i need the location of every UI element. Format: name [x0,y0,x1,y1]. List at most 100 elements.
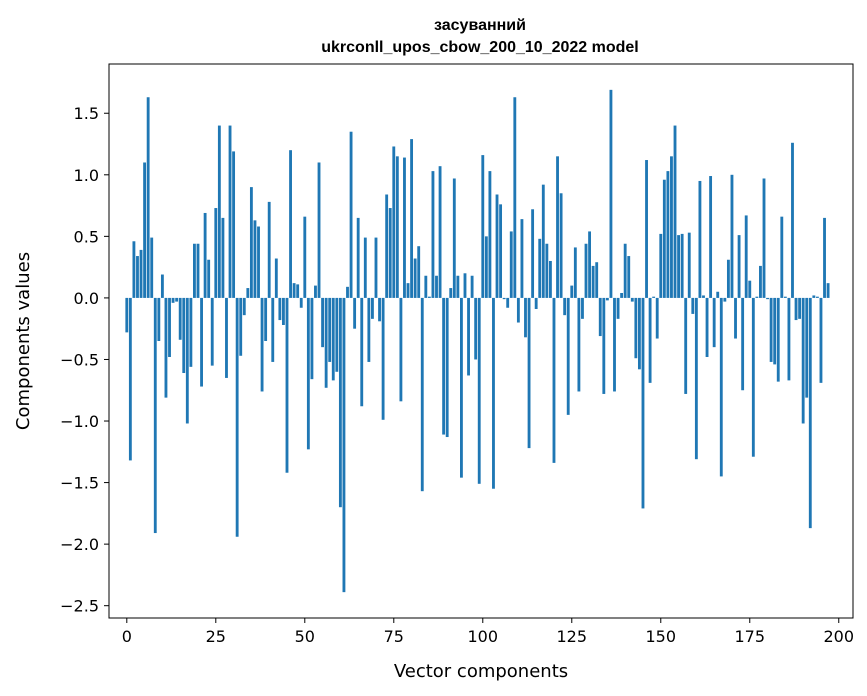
y-axis-label: Components values [13,252,34,430]
bar [684,297,688,394]
bar [360,297,364,407]
bar [744,215,748,298]
x-tick-label: 125 [557,627,588,646]
bar [160,274,164,298]
bar [605,297,609,301]
bar [146,97,150,298]
bar [353,297,357,329]
bar [534,297,538,309]
bar [598,297,602,337]
bar [659,233,663,298]
bar [303,216,307,298]
bar [495,194,499,298]
x-tick-label: 175 [734,627,765,646]
bar [798,297,802,319]
bar [367,297,371,362]
bar [488,171,492,298]
bar [481,155,485,298]
bar [403,157,406,298]
x-tick-label: 0 [122,627,132,646]
bar [178,297,182,340]
bar [306,297,310,450]
bar [556,156,559,298]
bar [346,286,349,298]
bar [260,297,264,392]
bar [417,246,421,298]
y-tick-label: 0.5 [74,227,99,246]
bar [378,297,381,322]
bar [253,220,257,298]
bar [769,297,773,362]
bar [335,297,339,372]
bar [630,297,634,302]
chart-subtitle: ukrconll_upos_cbow_200_10_2022 model [321,39,638,56]
bar [271,297,275,362]
bar [460,297,463,478]
bar [826,283,830,298]
bar [712,297,716,348]
y-tick-label: 1.5 [74,104,99,123]
bar [516,297,520,323]
bar [164,297,168,398]
bar [627,256,631,298]
bar [641,297,645,509]
bar [741,297,745,391]
bar [819,297,823,383]
bar [730,174,734,298]
bar [132,241,136,298]
bar [791,142,794,298]
bar [221,217,225,298]
x-tick-label: 100 [468,627,499,646]
bar [210,297,214,366]
bar [349,131,353,298]
bar [506,297,510,308]
bar [613,297,616,392]
bar [467,297,470,376]
bar [474,297,478,360]
bar [310,297,314,380]
bar [762,178,766,298]
bar [609,89,613,298]
bar [282,297,285,325]
x-axis-label: Vector components [394,661,568,682]
bar [484,236,488,298]
bar [413,258,417,298]
bar [193,243,196,298]
bar [527,297,531,449]
bar [214,208,218,298]
bar [388,208,392,298]
y-tick-label: 0.0 [74,289,99,308]
bar [374,237,378,298]
bar [588,231,591,298]
bar [410,139,414,298]
bar [424,275,428,298]
bar [548,260,552,298]
bar [815,296,819,298]
bar [737,235,741,298]
bar [794,297,798,321]
bar [427,296,431,298]
bar [267,201,271,298]
bar [431,171,435,298]
bar [755,296,759,298]
bar [363,237,367,298]
bar [808,297,812,529]
bar [648,297,652,383]
bar [168,297,171,357]
bar [249,187,253,298]
bar [577,297,581,392]
y-tick-label: −1.5 [60,474,99,493]
bar [719,297,723,477]
y-tick-label: 1.0 [74,166,99,185]
y-axis-ticks: −2.5 −2.0 −1.5 −1.0 −0.5 0.0 0.5 1.0 1.5 [60,104,109,616]
bar [438,166,442,298]
bar [823,217,826,298]
plot-frame [108,63,854,619]
bar [687,232,691,298]
bar [463,273,467,298]
bar [513,97,517,298]
x-tick-label: 150 [645,627,676,646]
bar [670,156,673,298]
bar [342,297,346,593]
